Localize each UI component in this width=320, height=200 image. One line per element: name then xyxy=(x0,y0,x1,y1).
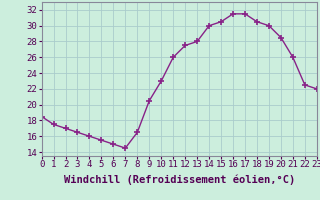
X-axis label: Windchill (Refroidissement éolien,°C): Windchill (Refroidissement éolien,°C) xyxy=(64,175,295,185)
